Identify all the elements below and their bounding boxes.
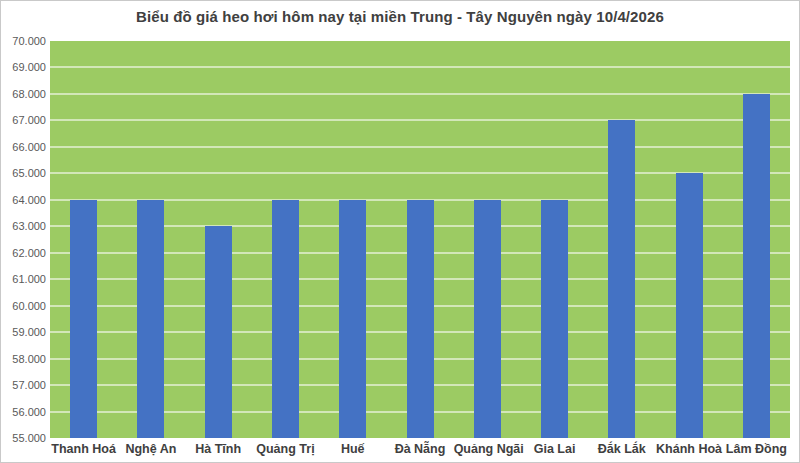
bar	[474, 200, 501, 438]
y-axis-tick-label: 58.000	[3, 353, 46, 366]
y-axis-tick-label: 68.000	[3, 88, 46, 101]
x-axis-category-label: Thanh Hoá	[50, 442, 117, 456]
x-axis-category-label: Quảng Ngãi	[454, 442, 521, 456]
y-axis-tick-label: 69.000	[3, 61, 46, 74]
bar	[70, 200, 97, 438]
gridline	[50, 146, 790, 148]
chart-title: Biểu đồ giá heo hơi hôm nay tại miền Tru…	[1, 8, 799, 25]
y-axis-tick-label: 65.000	[3, 167, 46, 180]
x-axis-category-label: Huế	[319, 442, 386, 456]
bar	[205, 226, 232, 438]
y-axis-tick-label: 56.000	[3, 406, 46, 419]
y-axis-tick-label: 67.000	[3, 114, 46, 127]
bar	[272, 200, 299, 438]
x-axis-category-label: Khánh Hoà	[655, 442, 722, 456]
bar	[339, 200, 366, 438]
x-axis-category-label: Lâm Đồng	[723, 442, 790, 456]
y-axis-tick-label: 55.000	[3, 432, 46, 445]
gridline	[50, 66, 790, 68]
y-axis-tick-label: 57.000	[3, 379, 46, 392]
y-axis-tick-label: 61.000	[3, 273, 46, 286]
gridline	[50, 119, 790, 121]
gridline	[50, 93, 790, 95]
x-axis-category-label: Gia Lai	[521, 442, 588, 456]
bar	[743, 94, 770, 438]
bar	[137, 200, 164, 438]
y-axis-tick-label: 64.000	[3, 194, 46, 207]
y-axis-tick-label: 63.000	[3, 220, 46, 233]
bar	[676, 173, 703, 438]
y-axis-tick-label: 70.000	[3, 35, 46, 48]
y-axis-tick-label: 62.000	[3, 247, 46, 260]
y-axis-tick-label: 59.000	[3, 326, 46, 339]
bar	[407, 200, 434, 438]
bar	[541, 200, 568, 438]
x-axis-category-label: Đà Nẵng	[386, 442, 453, 456]
bar	[608, 120, 635, 438]
y-axis-tick-label: 66.000	[3, 141, 46, 154]
chart-frame: Biểu đồ giá heo hơi hôm nay tại miền Tru…	[0, 0, 800, 463]
plot-area	[50, 41, 790, 438]
x-axis-category-label: Hà Tĩnh	[185, 442, 252, 456]
y-axis-tick-label: 60.000	[3, 300, 46, 313]
x-axis-category-label: Đắk Lắk	[588, 442, 655, 456]
x-axis-category-label: Quảng Trị	[252, 442, 319, 456]
x-axis-category-label: Nghệ An	[117, 442, 184, 456]
